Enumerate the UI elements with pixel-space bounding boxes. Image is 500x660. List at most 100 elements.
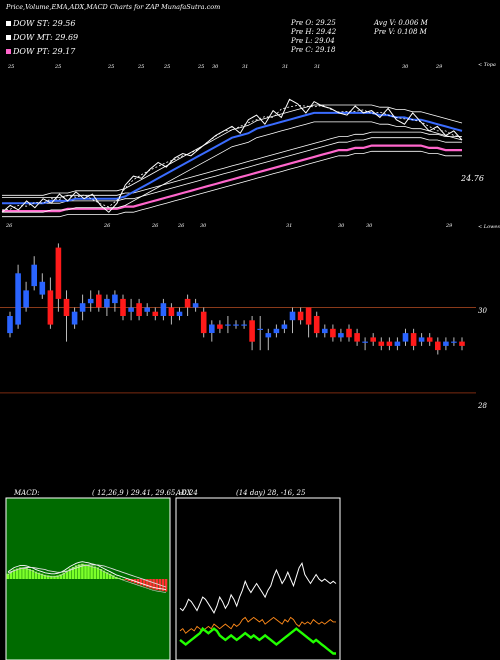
top-date-3: 25 (138, 64, 145, 70)
top-date-2: 25 (108, 64, 115, 70)
macd-histogram-bar-6 (25, 567, 28, 579)
candle-body-51 (418, 337, 425, 342)
ema-mid-lower-line (2, 121, 463, 213)
macd-histogram-bar-1 (9, 571, 13, 579)
top-date-6: 30 (212, 64, 219, 70)
macd-histogram-bar-22 (74, 565, 78, 579)
macd-histogram-bar-0 (6, 573, 10, 579)
candle-body-50 (410, 333, 417, 346)
ema-long-pink-line (2, 144, 462, 213)
macd-histogram-bar-50 (161, 579, 165, 592)
macd-histogram-bar-12 (43, 574, 47, 579)
mid-date-6: 30 (338, 223, 345, 229)
macd-histogram-bar-43 (139, 579, 143, 586)
last-price-label: 24.76 (461, 174, 484, 183)
mid-date-0: 26 (6, 223, 13, 229)
price-axis-28: 28 (478, 402, 487, 410)
stat-pre-v: Pre V: 0.108 M (374, 28, 427, 36)
macd-histogram-bar-26 (87, 564, 90, 579)
candle-body-0 (7, 316, 13, 334)
legend-swatch-st (6, 21, 11, 26)
ema-mid-blue-line (2, 111, 463, 205)
candle-body-28 (233, 324, 239, 326)
candle-body-17 (144, 307, 150, 312)
macd-signal-line (7, 564, 167, 588)
legend-dow-pt: DOW PT: 29.17 (6, 47, 75, 56)
candle-body-11 (96, 294, 102, 308)
candle-body-47 (386, 341, 393, 346)
ema-long-mid-line (2, 137, 462, 204)
legend-dow-pt-text: DOW PT: 29.17 (13, 47, 76, 56)
macd-histogram-bar-3 (16, 568, 19, 579)
macd-histogram-bar-45 (146, 579, 149, 588)
candle-body-41 (338, 333, 344, 338)
candle-body-19 (160, 303, 167, 316)
macd-histogram-bar-47 (152, 579, 155, 590)
candle-body-16 (136, 303, 142, 316)
price-axis-30: 30 (478, 307, 487, 315)
candle-body-52 (426, 337, 433, 342)
candle-body-42 (346, 328, 352, 338)
candle-body-5 (47, 290, 54, 325)
ema-short-dotted-line (1, 104, 463, 211)
top-date-8: 31 (282, 64, 289, 70)
macd-histogram-bar-9 (34, 571, 38, 579)
mid-date-5: 31 (286, 223, 293, 229)
candle-body-18 (152, 311, 159, 316)
candle-body-38 (313, 316, 320, 334)
candle-body-32 (265, 333, 272, 338)
macd-histogram-bar-25 (84, 564, 87, 579)
macd-histogram-bar-42 (136, 579, 140, 585)
candle-body-55 (451, 341, 457, 343)
top-date-5: 25 (198, 64, 205, 70)
candle-body-22 (184, 298, 191, 308)
lower-right-label: < Lowes (478, 224, 500, 230)
macd-histogram-bar-30 (99, 569, 103, 579)
macd-params: ( 12,26,9 ) 29.41, 29.65, -0.24 (92, 489, 198, 497)
chart-title: Price,Volume,EMA,ADX,MACD Charts for ZAP… (6, 3, 221, 11)
macd-label: MACD: (14, 489, 40, 497)
macd-histogram-bar-44 (143, 579, 146, 587)
candle-body-30 (249, 320, 255, 342)
candle-body-53 (435, 341, 441, 351)
candle-body-6 (55, 247, 62, 299)
legend-dow-mt-text: DOW MT: 29.69 (13, 33, 79, 42)
macd-histogram-bar-38 (124, 579, 127, 581)
adx-di-plus-line (179, 626, 336, 655)
candle-body-14 (120, 298, 126, 316)
stat-pre-c: Pre C: 29.18 (291, 46, 336, 54)
adx-main-line (179, 561, 337, 614)
macd-histogram-bar-48 (155, 579, 158, 591)
stat-pre-l: Pre L: 29.04 (291, 37, 335, 45)
mid-date-1: 26 (104, 223, 111, 229)
candle-body-37 (305, 307, 312, 325)
candle-body-9 (79, 303, 86, 312)
macd-histogram-bar-24 (81, 563, 84, 579)
candle-body-34 (281, 324, 288, 329)
candle-body-43 (354, 333, 360, 342)
macd-histogram-bar-7 (28, 569, 31, 579)
ema-long-lower-line (2, 150, 462, 218)
candle-body-25 (209, 324, 215, 333)
macd-histogram-bar-20 (68, 568, 72, 579)
macd-histogram-bar-16 (56, 575, 59, 579)
candle-body-36 (297, 311, 304, 321)
adx-di-minus-line (179, 616, 336, 634)
candle-body-26 (217, 324, 223, 329)
mid-date-3: 26 (178, 223, 185, 229)
mid-date-4: 30 (200, 223, 207, 229)
candle-body-54 (443, 341, 449, 346)
macd-histogram-bar-8 (31, 570, 35, 579)
price-close-line (1, 98, 463, 213)
candle-body-2 (23, 290, 29, 308)
adx-panel (175, 497, 341, 660)
candle-body-10 (87, 298, 94, 304)
candle-body-1 (15, 273, 21, 325)
macd-histogram-bar-29 (96, 567, 100, 579)
candle-body-12 (104, 298, 110, 308)
top-date-4: 25 (164, 64, 171, 70)
candle-body-46 (378, 341, 385, 346)
mid-date-8: 29 (446, 223, 453, 229)
legend-swatch-pt (6, 49, 11, 54)
